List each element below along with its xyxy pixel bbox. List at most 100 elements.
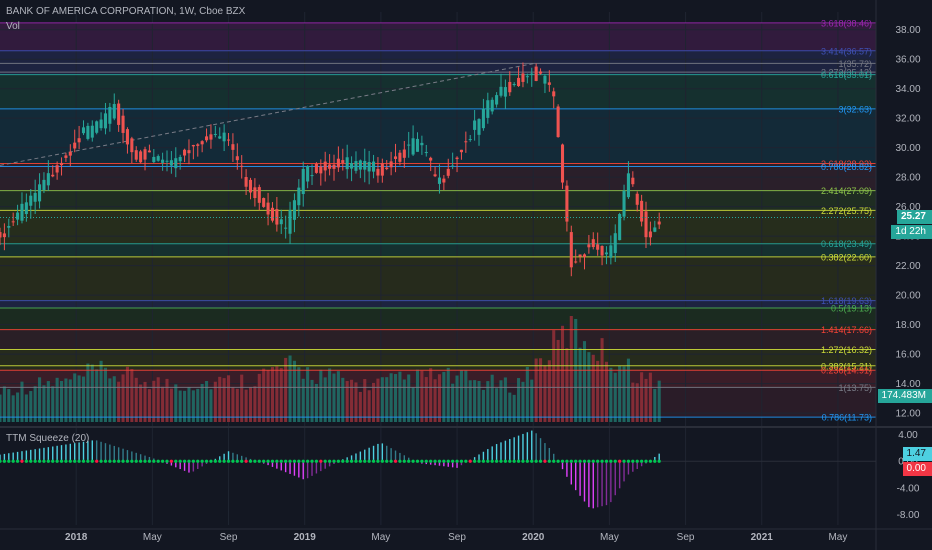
squeeze-dot xyxy=(429,459,433,463)
volume-bar xyxy=(226,375,231,422)
squeeze-dot xyxy=(622,459,626,463)
squeeze-dot xyxy=(385,459,389,463)
squeeze-dot xyxy=(275,459,279,463)
candle-body xyxy=(16,212,20,220)
candle-body xyxy=(38,184,42,202)
volume-bar xyxy=(42,385,46,422)
volume-bar xyxy=(328,368,332,422)
squeeze-dot xyxy=(213,459,217,463)
volume-bar xyxy=(297,367,301,422)
candle-body xyxy=(525,76,529,78)
volume-bar xyxy=(398,371,402,422)
volume-bar xyxy=(372,382,376,422)
squeeze-dot xyxy=(618,459,622,463)
squeeze-dot xyxy=(240,459,244,463)
candle-body xyxy=(46,173,50,186)
volume-bar xyxy=(125,366,129,422)
squeeze-dot xyxy=(640,459,644,463)
fib-level-label: 3.618(38.46) xyxy=(821,18,872,28)
volume-bar xyxy=(292,360,296,422)
candle-body xyxy=(635,193,639,205)
candle-body xyxy=(196,144,200,146)
candle-body xyxy=(42,179,46,190)
volume-bar xyxy=(108,378,112,422)
squeeze-dot xyxy=(503,459,507,463)
candle-body xyxy=(112,104,116,119)
squeeze-dot xyxy=(424,459,428,463)
volume-bar xyxy=(33,386,37,422)
squeeze-dot xyxy=(363,459,367,463)
squeeze-dot xyxy=(81,459,86,463)
candle-body xyxy=(609,245,613,258)
candle-body xyxy=(288,210,292,234)
candle-body xyxy=(350,163,354,169)
squeeze-dot xyxy=(112,459,116,463)
volume-bar xyxy=(341,377,345,422)
fib-level-label: 1.272(16.32) xyxy=(821,345,872,355)
squeeze-dot xyxy=(108,459,112,463)
squeeze-dot xyxy=(7,459,11,463)
squeeze-dot xyxy=(218,459,222,463)
squeeze-dot xyxy=(451,459,455,463)
volume-bar xyxy=(262,368,266,422)
volume-bar xyxy=(657,380,661,422)
candle-body xyxy=(297,187,301,206)
volume-bar xyxy=(222,378,226,422)
time-axis-tick: May xyxy=(371,532,390,543)
volume-bar xyxy=(407,374,411,422)
time-axis-tick: Sep xyxy=(448,532,466,543)
squeeze-dot xyxy=(481,459,486,463)
squeeze-dot xyxy=(508,459,512,463)
candle-body xyxy=(358,160,362,170)
squeeze-dot xyxy=(345,459,349,463)
volume-bar xyxy=(257,373,261,422)
candle-body xyxy=(11,221,15,223)
candle-body xyxy=(284,227,288,229)
squeeze-dot xyxy=(371,459,376,463)
candle-body xyxy=(178,157,182,162)
volume-bar xyxy=(644,378,648,422)
candle-body xyxy=(464,141,468,143)
price-axis-tick: 28.00 xyxy=(895,173,920,184)
squeeze-dot xyxy=(574,459,578,463)
candle-body xyxy=(165,160,169,162)
candle-body xyxy=(306,166,310,182)
price-axis-tick: 32.00 xyxy=(895,114,920,125)
price-axis-tick: 22.00 xyxy=(895,261,920,272)
candle-body xyxy=(95,121,99,133)
candle-body xyxy=(121,115,125,133)
fib-zone xyxy=(0,190,876,211)
candle-body xyxy=(152,156,156,163)
volume-bar xyxy=(11,395,15,422)
candle-body xyxy=(336,158,340,168)
candle-body xyxy=(77,138,81,143)
price-axis-tick: 38.00 xyxy=(895,25,920,36)
volume-bar xyxy=(640,372,644,422)
candle-body xyxy=(442,178,446,183)
volume-bar xyxy=(200,383,204,422)
candle-body xyxy=(420,142,424,146)
squeeze-dot xyxy=(301,459,305,463)
volume-bar xyxy=(521,381,525,422)
volume-bar xyxy=(473,380,477,422)
squeeze-dot xyxy=(332,459,336,463)
volume-bar xyxy=(350,379,354,422)
volume-bar xyxy=(244,389,248,422)
candle-body xyxy=(183,149,187,156)
candle-body xyxy=(582,254,587,258)
squeeze-dot xyxy=(494,459,499,463)
squeeze-dot xyxy=(147,459,152,463)
squeeze-dot xyxy=(411,459,415,463)
squeeze-dot xyxy=(437,459,442,463)
squeeze-dot xyxy=(29,459,33,463)
squeeze-dot xyxy=(266,459,270,463)
volume-bar xyxy=(301,378,305,422)
candle-body xyxy=(367,161,371,172)
squeeze-dot xyxy=(200,459,204,463)
price-axis-tick: 12.00 xyxy=(895,409,920,420)
squeeze-dot xyxy=(0,459,2,463)
volume-bar xyxy=(152,380,156,422)
volume-bar xyxy=(534,358,538,422)
